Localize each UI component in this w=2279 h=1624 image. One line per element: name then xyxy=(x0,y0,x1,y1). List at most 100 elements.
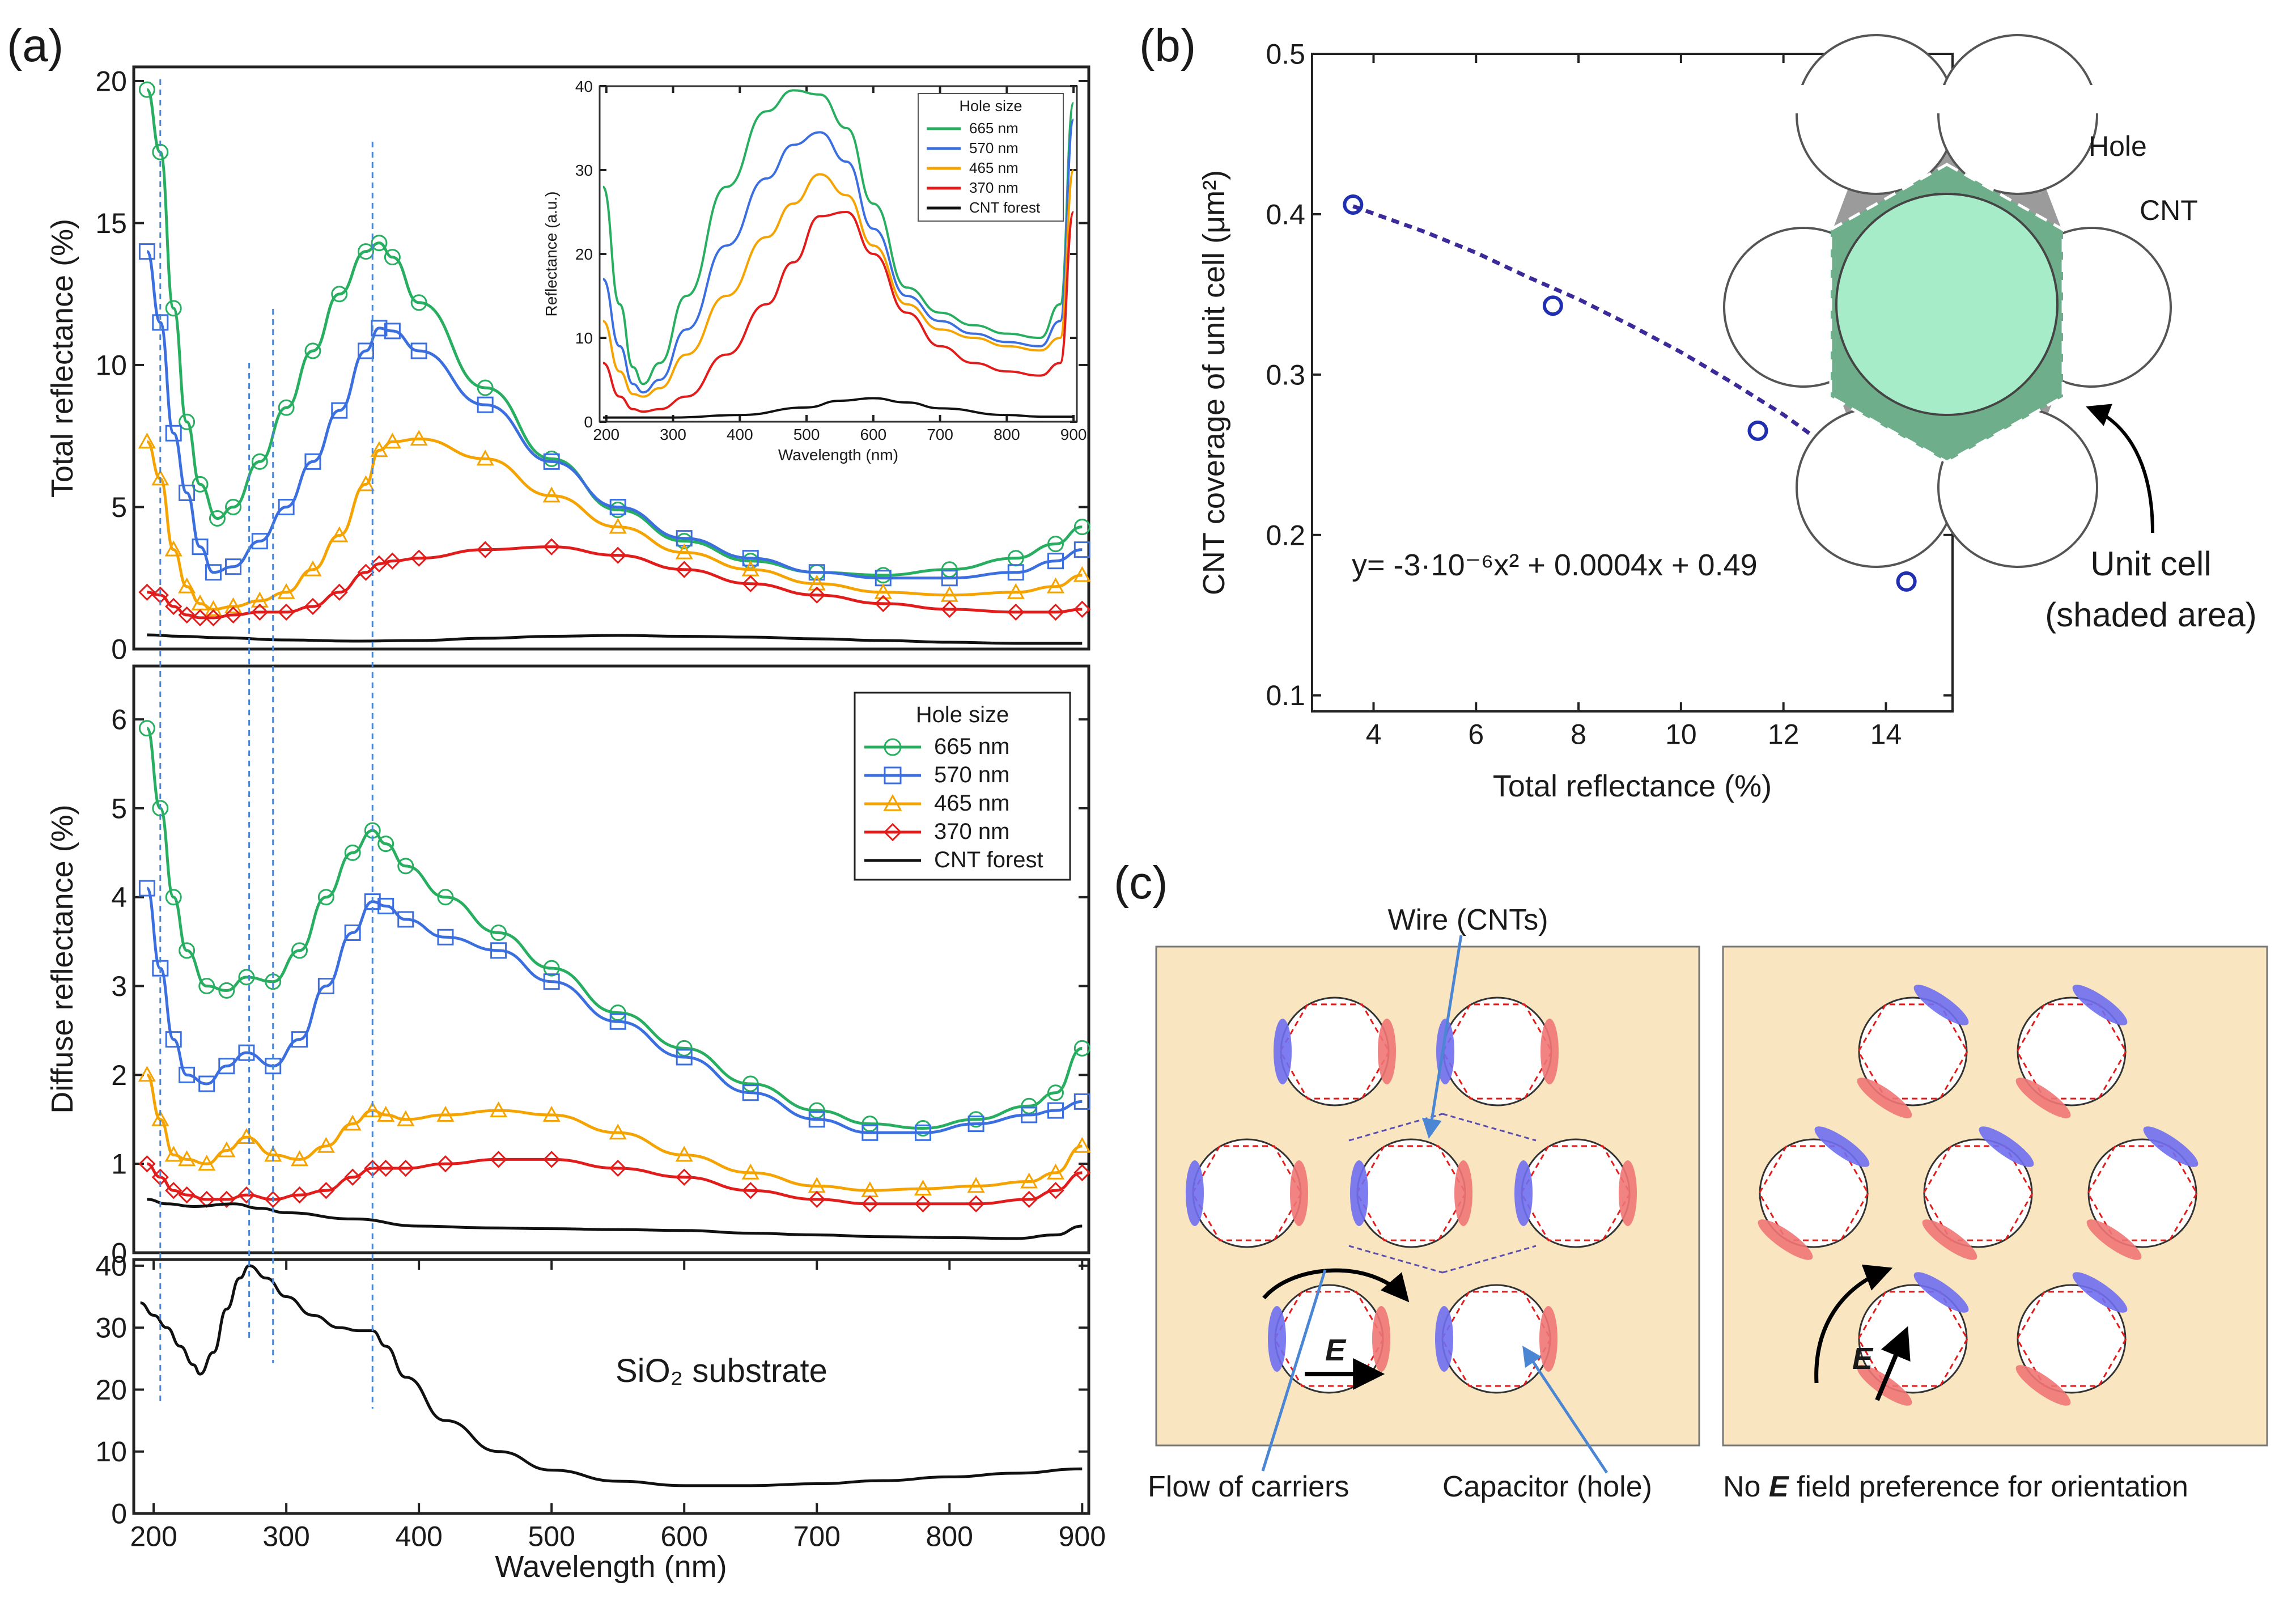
data-marker xyxy=(218,1190,235,1209)
data-marker xyxy=(238,969,255,986)
middle-legend-title: Hole size xyxy=(916,702,1009,727)
data-marker xyxy=(742,1075,759,1092)
a-top-frame xyxy=(132,65,1090,651)
data-marker xyxy=(205,609,222,627)
data-marker xyxy=(543,1151,561,1168)
negative-charge xyxy=(2072,1272,2128,1313)
series-line-cnt-forest xyxy=(147,633,1083,645)
data-marker xyxy=(1047,603,1064,621)
data-marker xyxy=(477,541,494,558)
data-marker xyxy=(436,1155,455,1173)
a-top-y-label: Total reflectance (%) xyxy=(45,219,79,498)
no-field-caption: No E field preference for orientation xyxy=(1723,1470,2188,1503)
data-marker xyxy=(609,546,627,564)
data-marker xyxy=(397,1159,414,1177)
series-line-465-nm xyxy=(602,169,1075,398)
inset-x-label: Wavelength (nm) xyxy=(778,446,898,464)
series-665-nm xyxy=(138,720,1090,1137)
series-line-570-nm xyxy=(602,118,1075,394)
data-marker xyxy=(138,583,156,601)
data-marker xyxy=(343,1114,362,1131)
data-marker xyxy=(251,591,269,608)
data-marker xyxy=(165,1031,182,1048)
data-marker xyxy=(291,1031,308,1048)
flow-label: Flow of carriers xyxy=(1148,1470,1349,1503)
a-guide-lines xyxy=(159,79,374,1409)
data-marker xyxy=(304,597,322,615)
data-marker xyxy=(884,738,902,756)
series-cnt-forest xyxy=(147,1198,1083,1240)
positive-charge xyxy=(1922,1219,1977,1260)
data-marker xyxy=(384,323,401,340)
data-marker xyxy=(138,1155,156,1173)
data-marker xyxy=(151,469,169,486)
data-marker xyxy=(875,595,892,612)
x-tick-label: 700 xyxy=(927,426,953,443)
data-marker xyxy=(1047,1084,1064,1101)
data-marker xyxy=(477,396,494,413)
series-line-cnt-forest xyxy=(147,1198,1083,1240)
hole-label: Hole xyxy=(2089,130,2147,162)
x-tick-label: 800 xyxy=(926,1521,973,1553)
data-marker xyxy=(741,1163,759,1180)
data-marker xyxy=(1047,536,1064,553)
data-marker xyxy=(178,1150,196,1167)
positive-charge xyxy=(1290,1160,1308,1226)
data-marker xyxy=(1073,600,1091,618)
data-marker xyxy=(808,1190,826,1209)
hexagon-outline xyxy=(1356,1145,1467,1241)
x-tick-label: 600 xyxy=(660,1521,707,1553)
data-marker xyxy=(370,441,388,457)
fit-line xyxy=(1352,204,1908,514)
data-marker xyxy=(317,978,334,995)
panel-a-bottom: 0 10 20 30 40 200 300 400 500 600 700 800 900 Wavel… xyxy=(95,1250,1106,1584)
data-marker xyxy=(164,1146,183,1162)
y-tick-label: 0.4 xyxy=(1266,198,1305,230)
data-marker xyxy=(331,402,348,419)
data-marker xyxy=(192,538,209,556)
legend-label: CNT forest xyxy=(969,199,1041,216)
x-tick-label: 800 xyxy=(994,426,1020,443)
data-marker xyxy=(264,1190,282,1209)
data-marker xyxy=(198,1155,216,1171)
negative-charge xyxy=(1186,1160,1204,1226)
a-bottom-x-label: Wavelength (nm) xyxy=(495,1550,727,1584)
y-tick-label: 30 xyxy=(575,162,593,179)
series-370-nm xyxy=(138,538,1091,627)
data-marker xyxy=(490,1151,507,1168)
y-tick-label: 20 xyxy=(95,1374,127,1406)
data-marker xyxy=(205,564,222,581)
y-tick-label: 0.2 xyxy=(1266,519,1305,551)
data-marker xyxy=(914,1180,932,1195)
data-marker xyxy=(377,897,394,914)
wire-segment xyxy=(1348,1245,1443,1274)
data-marker xyxy=(225,499,242,516)
carrier-flow-arrow xyxy=(1262,1268,1410,1303)
hole-cutout xyxy=(1937,34,2098,195)
series-line-570-nm xyxy=(145,250,1083,580)
positive-charge xyxy=(1454,1160,1472,1226)
data-marker xyxy=(178,606,196,624)
data-marker xyxy=(437,928,454,945)
no-field-e: E xyxy=(1769,1470,1789,1503)
data-marker xyxy=(543,960,560,977)
series-line-cnt-forest xyxy=(602,397,1074,419)
y-tick-label: 0.3 xyxy=(1266,359,1305,391)
data-marker xyxy=(291,942,308,959)
y-tick-label: 40 xyxy=(95,1250,127,1282)
data-marker xyxy=(967,1116,984,1133)
data-marker xyxy=(218,1058,235,1075)
x-tick-label: 400 xyxy=(395,1521,442,1553)
data-marker xyxy=(436,1105,455,1122)
a-bottom-y-axis: 0 10 20 30 40 xyxy=(95,1250,1089,1530)
series-sio2-substrate xyxy=(140,1264,1083,1487)
negative-charge xyxy=(1274,1019,1292,1084)
data-marker xyxy=(397,858,414,875)
data-marker xyxy=(344,844,361,861)
series-370-nm xyxy=(138,1151,1091,1212)
data-marker xyxy=(1073,541,1090,558)
no-field-suffix: field preference for orientation xyxy=(1789,1470,2188,1503)
data-marker xyxy=(808,586,826,604)
y-tick-label: 40 xyxy=(575,78,593,95)
